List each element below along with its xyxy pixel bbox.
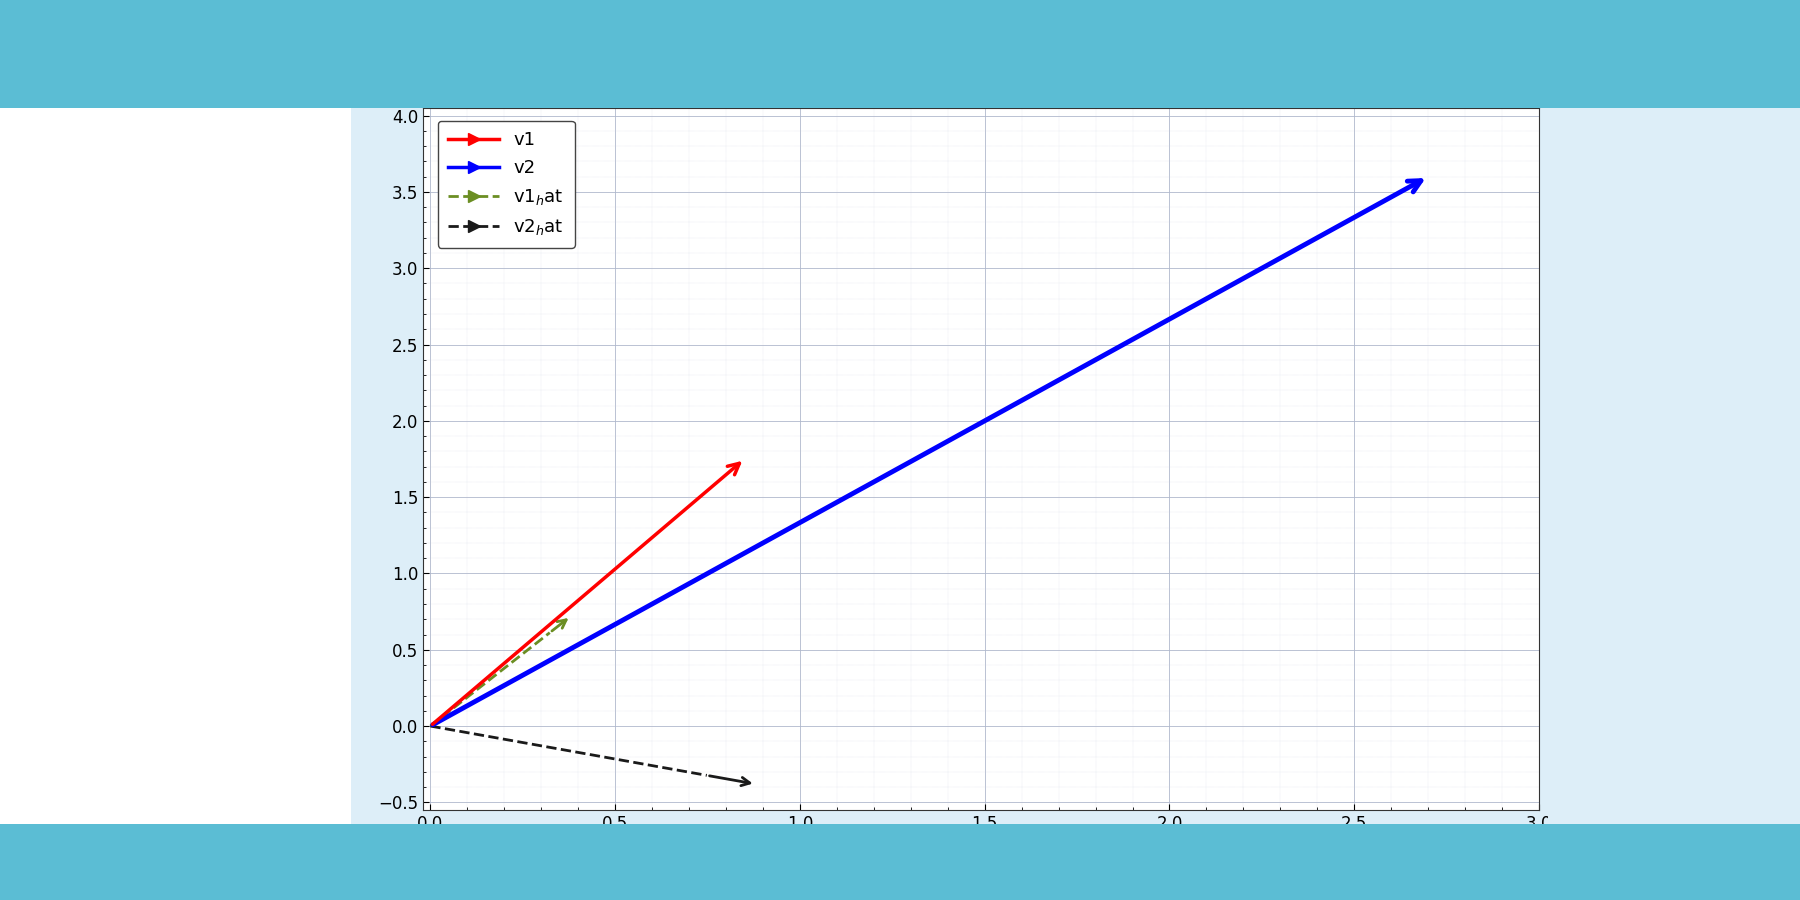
Legend: v1, v2, v1$_h$at, v2$_h$at: v1, v2, v1$_h$at, v2$_h$at — [437, 121, 574, 248]
